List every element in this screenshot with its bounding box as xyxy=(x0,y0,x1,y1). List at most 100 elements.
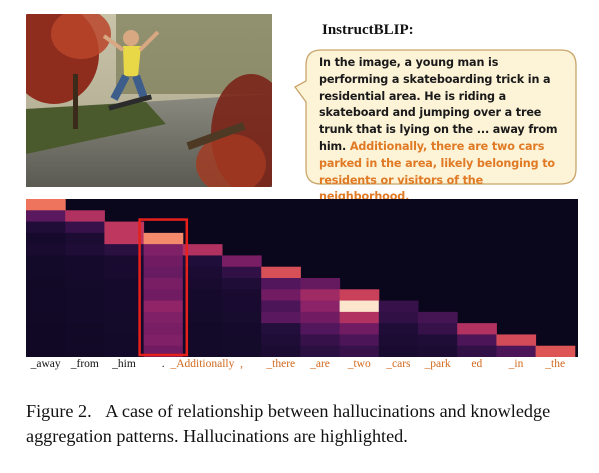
heatmap-cell xyxy=(26,232,66,245)
heatmap-cell xyxy=(378,311,419,324)
heatmap-cell xyxy=(65,232,105,245)
heatmap-cell xyxy=(65,210,105,223)
heatmap-cell xyxy=(65,345,105,357)
heatmap-cell xyxy=(378,300,419,313)
token-label: _Additionally xyxy=(170,358,235,370)
token-labels: _away _from _him. _Additionally, _there _are _… xyxy=(26,358,578,376)
caption-number: Figure 2. xyxy=(26,401,92,421)
heatmap-canvas xyxy=(26,199,578,357)
heatmap-cell xyxy=(261,266,301,279)
heatmap-cell xyxy=(418,323,458,335)
heatmap-cell xyxy=(261,311,301,324)
heatmap-cell xyxy=(339,289,380,302)
token-label: _two xyxy=(347,358,371,370)
heatmap-cell xyxy=(261,300,301,313)
heatmap-cell xyxy=(182,323,223,335)
heatmap-cell xyxy=(104,289,145,302)
heatmap-cell xyxy=(65,311,105,324)
token-label: . xyxy=(161,358,165,370)
heatmap-cell xyxy=(26,221,66,234)
heatmap-cell xyxy=(496,334,537,347)
heatmap-cell xyxy=(378,323,419,335)
photo-illustration xyxy=(26,14,272,187)
heatmap-cell xyxy=(143,334,184,347)
heatmap-cell xyxy=(143,323,184,335)
heatmap-cell xyxy=(143,244,184,256)
heatmap-cell xyxy=(26,311,66,324)
heatmap-cell xyxy=(143,232,184,245)
heatmap-cell xyxy=(104,334,145,347)
heatmap-cell xyxy=(143,289,184,302)
heatmap-cell xyxy=(378,345,419,357)
heatmap-cell xyxy=(26,334,66,347)
token-label: _from xyxy=(70,358,99,370)
response-text: In the image, a young man is performing … xyxy=(319,55,571,206)
heatmap-cell xyxy=(143,300,184,313)
heatmap-cell xyxy=(300,289,341,302)
heatmap-cell xyxy=(261,278,301,290)
bubble-shape xyxy=(294,49,577,185)
heatmap-cell xyxy=(300,323,341,335)
heatmap-cell xyxy=(222,323,262,335)
heatmap-cell xyxy=(222,334,262,347)
heatmap-cell xyxy=(182,266,223,279)
heatmap-cell xyxy=(26,199,66,211)
heatmap-cell xyxy=(143,311,184,324)
heatmap-cell xyxy=(26,244,66,256)
highlight-box xyxy=(138,218,189,357)
heatmap-cell xyxy=(182,244,223,256)
response-plain: In the image, a young man is performing … xyxy=(319,56,558,153)
heatmap-cell xyxy=(26,289,66,302)
heatmap-cell xyxy=(104,232,145,245)
heatmap-cell xyxy=(26,255,66,268)
heatmap-cell xyxy=(182,255,223,268)
heatmap-cell xyxy=(300,300,341,313)
heatmap-cell xyxy=(26,345,66,357)
heatmap-cell xyxy=(65,221,105,234)
heatmap-cell xyxy=(418,334,458,347)
response-bubble: In the image, a young man is performing … xyxy=(293,47,579,203)
heatmap-cell xyxy=(65,289,105,302)
heatmap-cell xyxy=(65,334,105,347)
heatmap-cell xyxy=(339,323,380,335)
heatmap-cell xyxy=(104,266,145,279)
heatmap-cell xyxy=(65,300,105,313)
heatmap-cell xyxy=(143,345,184,357)
heatmap-cell xyxy=(222,278,262,290)
token-label: _in xyxy=(508,358,524,370)
heatmap-cell xyxy=(339,334,380,347)
heatmap-cell xyxy=(457,345,497,357)
model-label: InstructBLIP: xyxy=(322,22,414,38)
token-label: _there xyxy=(266,358,296,370)
heatmap-cell xyxy=(300,278,341,290)
heatmap-cell xyxy=(222,345,262,357)
heatmap-cell xyxy=(261,334,301,347)
heatmap-cell xyxy=(261,345,301,357)
skateboarder-photo xyxy=(26,14,272,187)
heatmap-cell xyxy=(104,323,145,335)
heatmap-cell xyxy=(182,278,223,290)
heatmap-cell xyxy=(222,255,262,268)
heatmap-cell xyxy=(222,311,262,324)
token-label: _are xyxy=(310,358,330,370)
heatmap-cell xyxy=(104,345,145,357)
token-label: _him xyxy=(112,358,136,370)
heatmap-cell xyxy=(26,300,66,313)
heatmap-cell xyxy=(26,210,66,223)
heatmap-cell xyxy=(26,278,66,290)
heatmap-cell xyxy=(222,266,262,279)
heatmap-cell xyxy=(65,278,105,290)
heatmap-cell xyxy=(104,244,145,256)
heatmap-cell xyxy=(535,345,576,357)
token-label: ed xyxy=(471,358,483,370)
heatmap-cell xyxy=(104,221,145,234)
token-label: _away xyxy=(30,358,61,370)
heatmap-cell xyxy=(261,289,301,302)
heatmap-cell xyxy=(143,255,184,268)
heatmap-cell xyxy=(104,278,145,290)
heatmap-cell xyxy=(26,323,66,335)
heatmap-cell xyxy=(496,345,537,357)
figure-caption: Figure 2. A case of relationship between… xyxy=(26,399,578,449)
heatmap-cell xyxy=(339,300,380,313)
response-hallucinated: Additionally, there are two cars parked … xyxy=(319,139,555,204)
